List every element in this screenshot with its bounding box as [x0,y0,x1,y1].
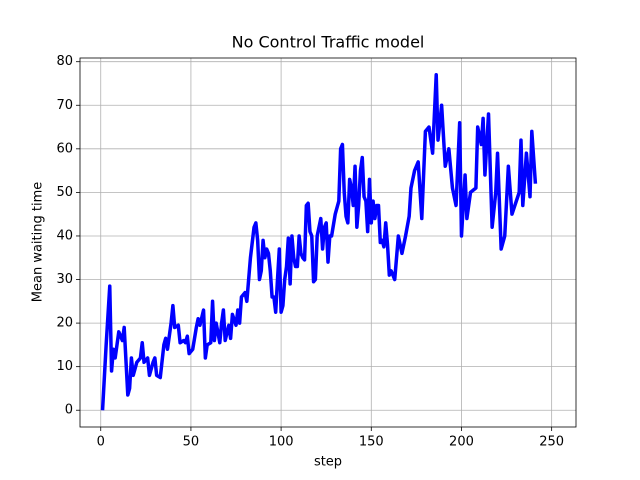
y-axis-label: Mean waiting time [31,182,46,302]
y-tick-label: 50 [56,185,73,200]
y-tick-label: 20 [56,316,73,331]
y-tick-label: 80 [56,54,73,69]
x-tick-label: 0 [97,435,105,450]
y-tick-label: 40 [56,228,73,243]
x-tick-label: 50 [183,435,200,450]
x-tick-label: 150 [359,435,384,450]
x-tick-label: 250 [539,435,564,450]
y-tick-label: 30 [56,272,73,287]
y-tick-label: 60 [56,141,73,156]
chart-title: No Control Traffic model [232,33,425,52]
plot-frame [79,57,577,428]
y-tick-label: 70 [56,98,73,113]
y-tick-label: 0 [65,403,73,418]
x-tick-label: 100 [269,435,294,450]
x-tick-label: 200 [449,435,474,450]
y-tick-label: 10 [56,359,73,374]
data-line [100,73,538,411]
x-axis-label: step [314,455,342,470]
